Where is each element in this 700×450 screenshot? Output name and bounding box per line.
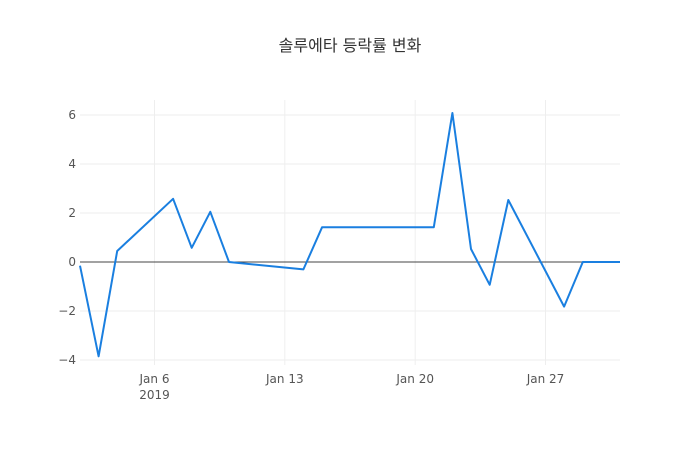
x-tick-label: Jan 20: [395, 372, 434, 386]
y-tick-label: 6: [68, 108, 76, 122]
x-tick-label: Jan 13: [265, 372, 304, 386]
y-tick-label: 0: [68, 255, 76, 269]
y-tick-label: −2: [58, 304, 76, 318]
y-axis-ticks: −4 −2 0 2 4 6: [58, 108, 76, 367]
x-tick-label: Jan 27: [526, 372, 565, 386]
x-axis-ticks: Jan 6 Jan 13 Jan 20 Jan 27 2019: [139, 372, 565, 402]
x-tick-label: Jan 6: [139, 372, 170, 386]
chart-title: 솔루에타 등락률 변화: [278, 36, 422, 55]
y-tick-label: 2: [68, 206, 76, 220]
y-tick-label: 4: [68, 157, 76, 171]
data-series-line: [79, 112, 620, 358]
x-tick-year-label: 2019: [139, 388, 170, 402]
y-tick-label: −4: [58, 353, 76, 367]
gridlines: [80, 100, 620, 365]
